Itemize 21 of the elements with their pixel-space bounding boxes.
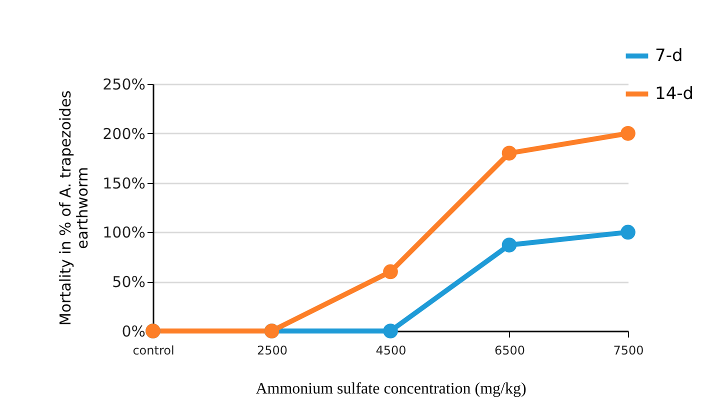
x-tick-label: control: [132, 344, 174, 358]
point: [502, 238, 517, 252]
legend-label: 7-d: [655, 46, 683, 66]
y-tick-label: 100%: [102, 224, 146, 242]
y-tick-label: 150%: [102, 174, 146, 192]
point: [383, 264, 398, 280]
y-tick-label: 250%: [102, 76, 146, 94]
point: [502, 146, 517, 161]
x-axis-title: Ammonium sulfate concentration (mg/kg): [256, 380, 526, 398]
x-tick-label: 7500: [613, 344, 644, 358]
x-tick-label: 2500: [256, 344, 288, 358]
y-tick-label: 50%: [112, 273, 146, 292]
y-axis-title: Mortality in % of A. trapezoides earthworm: [56, 90, 92, 326]
y-tick-label: 0%: [122, 322, 146, 340]
point: [620, 126, 636, 141]
x-tick-label: 6500: [494, 344, 526, 358]
point: [620, 224, 636, 240]
point: [383, 324, 398, 338]
y-tick-label: 200%: [102, 124, 146, 143]
x-tick-label: 4500: [376, 344, 406, 358]
legend-label: 14-d: [655, 84, 694, 104]
